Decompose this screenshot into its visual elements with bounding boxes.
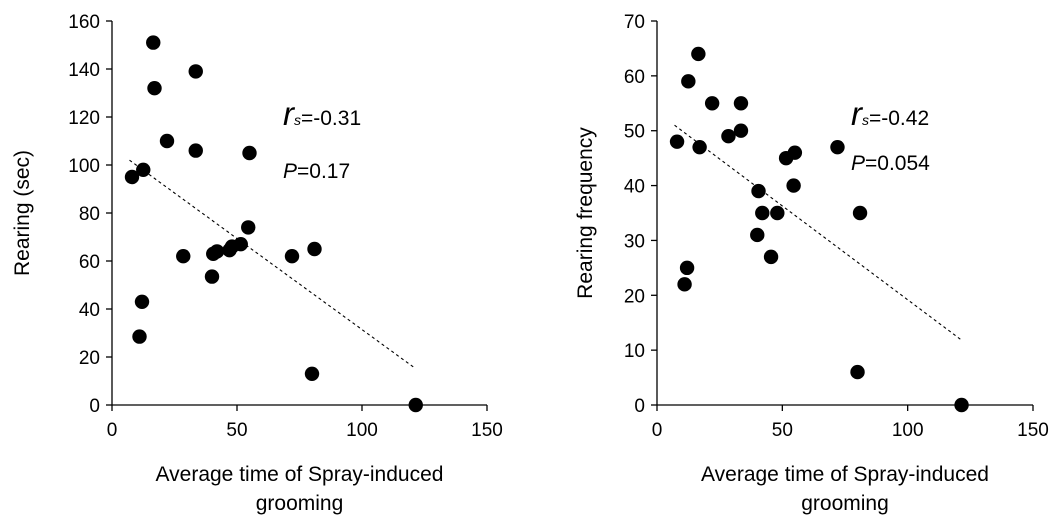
p-value: =0.054 [865,152,930,175]
data-point [721,129,736,144]
y-tick-label: 40 [79,300,100,321]
data-point [681,74,696,89]
y-tick-label: 60 [79,252,100,273]
y-tick-label: 10 [624,341,645,362]
r-value: =-0.42 [869,107,929,130]
data-point [307,241,322,257]
data-point [677,277,692,292]
data-point [787,145,803,160]
spearman-r-annotation: rs=-0.31 [283,95,361,132]
y-tick-label: 0 [634,396,645,417]
r-subscript: s [294,112,301,128]
axis-ticks: 0 10 20 30 40 50 60 70 0 50 100 150 [624,12,1049,441]
y-tick-label: 140 [68,60,100,81]
y-tick-label: 60 [624,67,645,88]
data-point [176,249,191,264]
axis-ticks: 0 20 40 60 80 100 120 140 160 0 50 100 150 [68,12,503,441]
y-tick-label: 80 [79,204,100,225]
data-point [852,205,868,221]
x-axis-title-line-2: grooming [256,492,344,515]
x-tick-label: 50 [772,420,793,441]
data-point [830,139,845,155]
y-axis-title: Rearing frequency [574,127,597,299]
y-tick-label: 20 [624,286,645,307]
data-point [679,260,695,276]
y-tick-label: 50 [624,122,645,143]
y-tick-label: 30 [624,231,645,252]
x-tick-label: 0 [652,420,663,441]
data-point [304,366,320,381]
x-tick-label: 100 [892,420,924,441]
r-value: =-0.31 [301,107,361,130]
data-point [786,178,801,193]
x-tick-label: 50 [226,420,247,441]
trend-line [129,159,415,369]
data-points [124,35,423,413]
x-tick-label: 100 [346,420,378,441]
y-tick-label: 120 [68,108,100,129]
x-tick-label: 150 [1017,420,1049,441]
x-tick-label: 0 [107,420,118,441]
data-points [669,46,969,413]
data-point [242,145,257,161]
data-point [733,96,749,111]
p-symbol: P [283,160,297,183]
data-point [233,237,248,252]
data-point [134,294,150,309]
data-point [147,81,162,96]
y-tick-label: 70 [624,12,645,33]
r-symbol: r [851,95,864,132]
data-point [669,134,685,149]
data-point [755,205,770,221]
data-point [954,397,969,413]
y-tick-label: 0 [89,396,100,417]
data-point [241,220,256,235]
data-point [188,143,203,158]
data-point [763,249,779,265]
p-value-annotation: P=0.17 [283,160,350,183]
data-point [750,227,765,243]
data-point [284,249,300,264]
data-point [850,364,865,380]
p-value-annotation: P=0.054 [851,152,930,175]
data-point [124,169,140,185]
y-tick-label: 100 [68,156,100,177]
x-tick-label: 150 [471,420,503,441]
data-point [209,244,225,259]
data-point [733,123,749,138]
data-point [691,46,706,62]
x-axis-title-line-1: Average time of Spray-induced [156,463,444,486]
data-point [751,183,766,199]
data-point [770,205,785,221]
data-point [159,133,175,149]
data-point [204,269,220,284]
y-axis-title: Rearing (sec) [11,150,34,276]
scatter-panel-rearing-frequency: 0 10 20 30 40 50 60 70 0 50 100 150 Average time of… [574,12,1049,515]
y-tick-label: 40 [624,177,645,198]
spearman-r-annotation: rs=-0.42 [851,95,929,132]
y-tick-label: 160 [68,12,100,33]
x-axis-title-line-1: Average time of Spray-induced [701,463,989,486]
r-symbol: r [283,95,296,132]
data-point [704,96,720,111]
data-point [188,64,203,79]
r-subscript: s [862,112,869,128]
p-value: =0.17 [297,160,350,183]
x-axis-title-line-2: grooming [801,492,889,515]
data-point [136,162,151,177]
data-point [146,35,161,50]
data-point [408,397,423,413]
y-tick-label: 20 [79,348,100,369]
scatter-panel-rearing-seconds: 0 20 40 60 80 100 120 140 160 0 50 100 150 Average t… [11,12,503,515]
data-point [132,329,147,344]
p-symbol: P [851,152,865,175]
data-point [692,139,707,155]
